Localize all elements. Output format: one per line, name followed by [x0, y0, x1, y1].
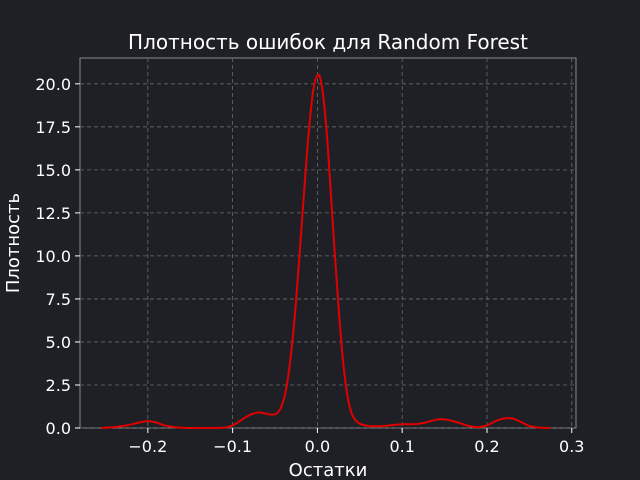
- grid-lines: [80, 58, 576, 429]
- x-tick-label: 0.2: [474, 437, 499, 456]
- series-layer: [101, 73, 551, 429]
- x-axis-label: Остатки: [289, 460, 368, 480]
- y-tick-label: 5.0: [46, 333, 71, 352]
- y-tick-label: 20.0: [35, 75, 71, 94]
- y-tick-label: 17.5: [35, 118, 71, 137]
- y-axis-label: Плотность: [3, 193, 24, 293]
- density-curve: [101, 73, 551, 429]
- y-tick-label: 0.0: [46, 419, 71, 438]
- y-tick-label: 7.5: [46, 290, 71, 309]
- plot-area-frame: [79, 57, 577, 429]
- x-tick-label: −0.1: [213, 437, 252, 456]
- y-tick-label: 12.5: [35, 204, 71, 223]
- x-tick-label: 0.1: [389, 437, 414, 456]
- x-tick-label: −0.2: [128, 437, 167, 456]
- y-tick-label: 2.5: [46, 376, 71, 395]
- y-tick-label: 10.0: [35, 247, 71, 266]
- chart-title: Плотность ошибок для Random Forest: [128, 30, 528, 54]
- x-tick-label: 0.3: [559, 437, 584, 456]
- y-tick-label: 15.0: [35, 161, 71, 180]
- x-tick-label: 0.0: [305, 437, 330, 456]
- axis-ticks: −0.2 −0.1 0.0 0.1 0.2 0.3 0.0 2.5 5.0 7.5 10.0 12.5…: [35, 75, 584, 456]
